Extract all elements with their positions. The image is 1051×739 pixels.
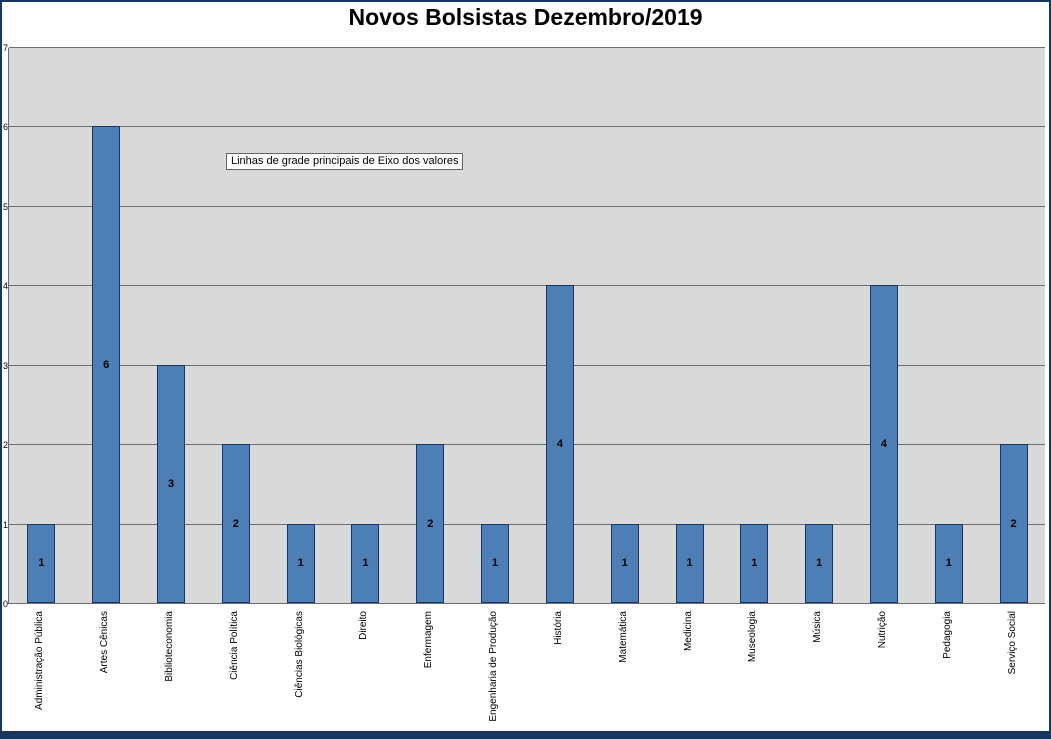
bar-12[interactable]: 1 [740,523,769,603]
bar-4[interactable]: 2 [221,444,250,603]
category-label[interactable]: Nutrição [876,611,888,649]
bar-2[interactable]: 6 [92,126,121,603]
y-tick-label[interactable]: 1 [3,519,9,530]
bar-value-label: 1 [38,557,45,570]
category-label[interactable]: Matemática [617,611,629,663]
category-label[interactable]: Música [812,611,824,643]
bar-value-label: 2 [1010,517,1017,530]
bar-value-label: 1 [362,557,369,570]
bar-value-label: 1 [816,557,823,570]
bar-value-label: 4 [880,438,888,451]
bar-9[interactable]: 4 [545,285,574,603]
y-tick-label[interactable]: 2 [3,440,9,451]
category-label[interactable]: Artes Cênicas [99,611,111,674]
category-label[interactable]: Administração Pública [34,611,46,710]
bar-value-label: 1 [945,557,952,570]
gridline[interactable] [9,126,1045,128]
category-label[interactable]: Ciência Política [228,611,240,680]
gridline[interactable] [9,364,1045,366]
category-label[interactable]: Enfermagem [423,611,435,669]
bar-value-label: 1 [621,557,628,570]
bar-value-label: 1 [492,557,499,570]
y-tick-label[interactable]: 5 [3,201,9,212]
bar-value-label: 4 [556,438,563,451]
y-tick-label[interactable]: 6 [3,122,9,133]
category-label[interactable]: Direito [358,611,370,640]
category-label[interactable]: Medicina [682,611,694,652]
y-tick-label[interactable]: 3 [3,360,9,371]
gridline[interactable] [9,285,1045,287]
y-tick-label[interactable]: 0 [3,599,9,609]
gridlines-tooltip: Linhas de grade principais de Eixo dos v… [226,153,464,170]
bar-6[interactable]: 1 [351,523,380,603]
bar-value-label: 1 [751,557,758,570]
chart-title[interactable]: Novos Bolsistas Dezembro/2019 [348,4,703,30]
y-tick-label[interactable]: 4 [3,281,9,292]
bar-13[interactable]: 1 [805,523,834,603]
plot-area[interactable]: 1 6 3 2 1 1 2 1 4 1 1 1 1 4 1 2 [8,47,1045,604]
bar-value-label: 2 [232,517,239,530]
bar-5[interactable]: 1 [286,523,315,603]
category-label[interactable]: Museologia [747,611,759,663]
bar-11[interactable]: 1 [675,523,704,603]
category-label[interactable]: Pedagogia [941,611,953,659]
bar-16[interactable]: 2 [999,444,1028,603]
bar-8[interactable]: 1 [481,523,510,603]
gridline[interactable] [9,205,1045,207]
bar-10[interactable]: 1 [610,523,639,603]
bar-3[interactable]: 3 [157,364,186,603]
category-label[interactable]: Serviço Social [1006,611,1018,675]
y-tick-label[interactable]: 7 [3,43,9,53]
gridline[interactable] [9,47,1045,48]
bar-value-label: 1 [297,557,304,570]
category-label[interactable]: Engenharia de Produção [488,611,500,722]
bar-7[interactable]: 2 [416,444,445,603]
bar-value-label: 6 [103,358,110,371]
category-label[interactable]: Ciências Biológicas [293,611,305,698]
bar-value-label: 3 [167,477,175,490]
bar-15[interactable]: 1 [934,523,963,603]
category-label[interactable]: História [552,611,564,645]
gridline[interactable] [9,523,1045,525]
bar-1[interactable]: 1 [27,523,56,603]
gridline[interactable] [9,444,1045,446]
bar-value-label: 1 [686,557,693,570]
bar-value-label: 2 [427,517,434,530]
bar-14[interactable]: 4 [869,285,898,603]
category-label[interactable]: Biblioteconomia [164,611,176,682]
